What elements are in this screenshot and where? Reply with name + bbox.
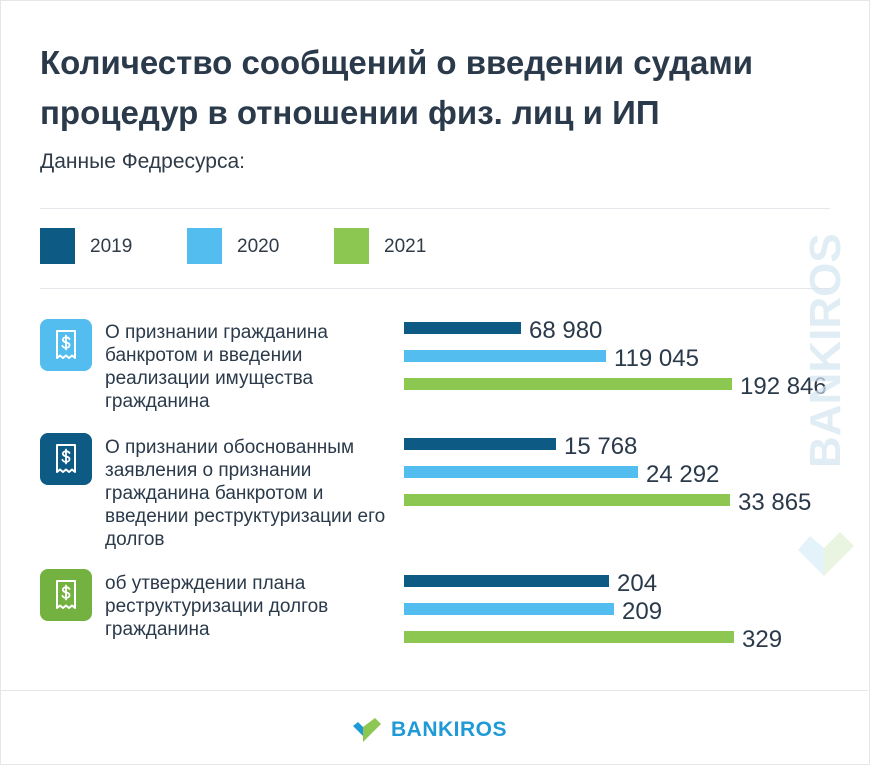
bar-2020-cat3 [404,603,614,615]
bar-2021-cat2 [404,494,730,506]
legend-label-2020: 2020 [237,236,280,257]
legend-label-2019: 2019 [90,236,133,257]
bar-2019-cat3 [404,575,609,587]
bankiros-logo-icon [353,718,381,742]
bar-value-2021-cat3: 329 [742,626,782,653]
bar-2019-cat1 [404,322,521,334]
category-label-3: об утверждении плана реструктуризации до… [105,573,329,640]
legend-item-2020: 2020 [187,228,327,264]
legend-swatch-2019 [40,228,75,264]
receipt-dollar-icon [40,319,92,371]
legend-item-2019: 2019 [40,228,180,264]
bar-value-2020-cat2: 24 292 [646,461,719,488]
chart-subtitle: Данные Федресурса: [40,150,245,173]
receipt-dollar-icon [40,569,92,621]
bar-2020-cat1 [404,350,606,362]
bar-value-2021-cat1: 192 846 [740,373,827,400]
divider-bottom [40,288,830,289]
page-title: Количество сообщений о введении судами п… [40,44,754,131]
bar-2019-cat2 [404,438,556,450]
legend-swatch-2020 [187,228,222,264]
bar-value-2019-cat1: 68 980 [529,317,602,344]
legend-swatch-2021 [334,228,369,264]
watermark: BANKIROS [796,170,856,590]
bar-2020-cat2 [404,466,638,478]
receipt-dollar-icon [40,433,92,485]
footer: BANKIROS [0,690,868,764]
bar-value-2020-cat1: 119 045 [614,345,699,372]
legend-item-2021: 2021 [334,228,474,264]
legend-label-2021: 2021 [384,236,427,257]
watermark-logo-icon [798,532,854,576]
category-label-1: О признании гражданина банкротом и введе… [105,322,328,412]
bar-2021-cat3 [404,631,734,643]
bar-value-2019-cat3: 204 [617,570,657,597]
category-label-2: О признании обоснованным заявления о при… [105,437,386,550]
brand-name: BANKIROS [391,718,508,741]
bar-value-2020-cat3: 209 [622,598,662,625]
watermark-text: BANKIROS [801,233,850,468]
bar-2021-cat1 [404,378,732,390]
divider-top [40,208,830,209]
bar-value-2021-cat2: 33 865 [738,489,811,516]
bar-chart: 68 980 119 045 192 846 15 768 24 292 33 865 20… [404,317,827,653]
bar-value-2019-cat2: 15 768 [564,433,637,460]
